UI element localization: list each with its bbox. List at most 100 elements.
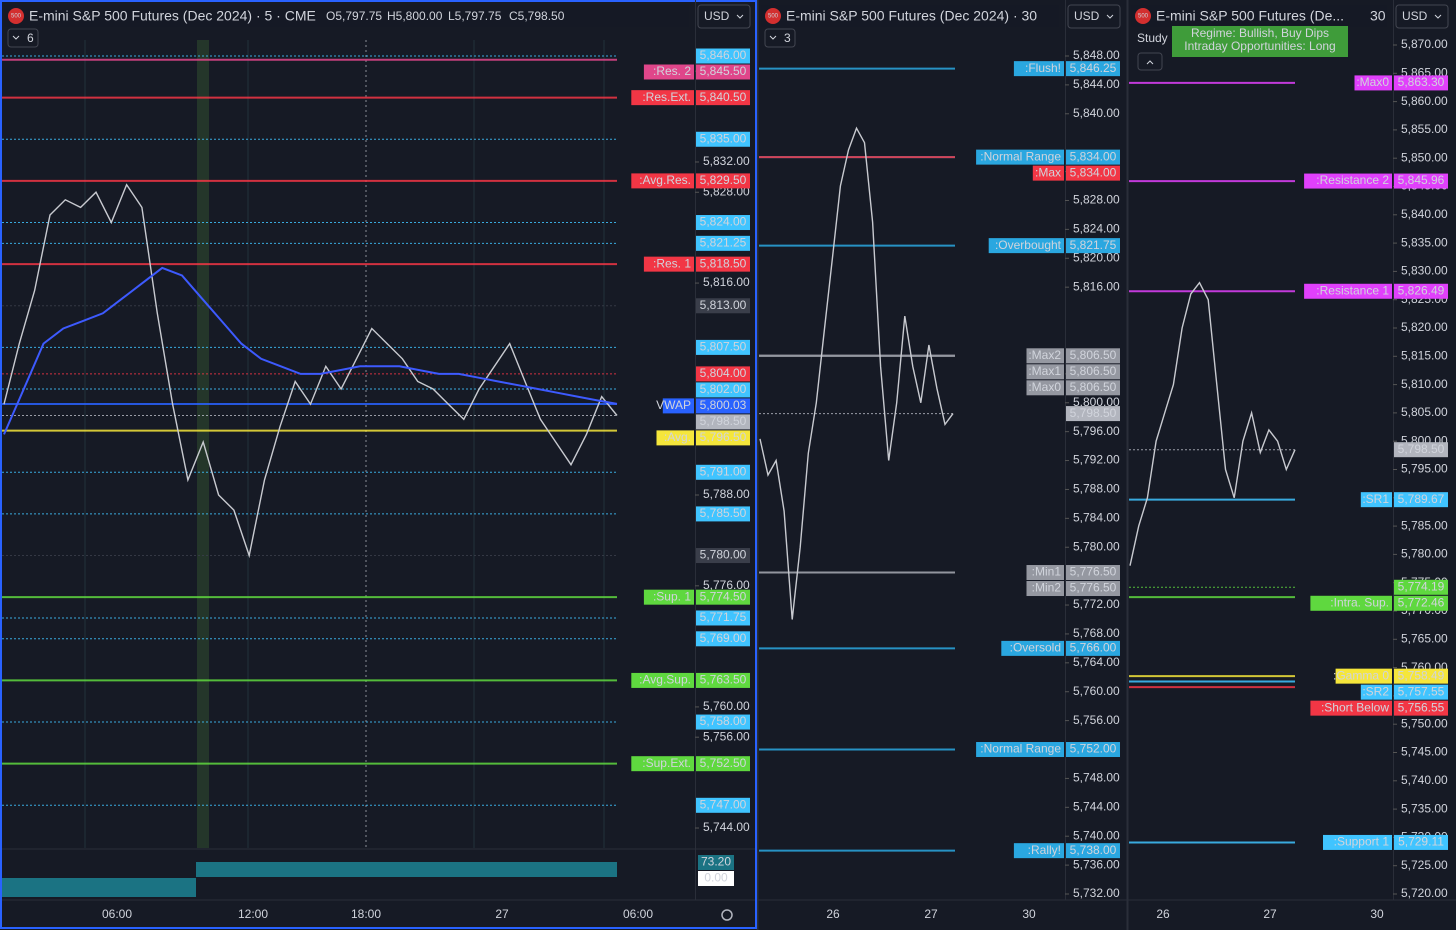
- level-name-box: [1304, 173, 1392, 189]
- y-tick-label: 5,756.00: [1073, 713, 1120, 727]
- level-price-label: 5,804.00: [700, 366, 747, 380]
- level-price-box: [1394, 668, 1448, 684]
- level-name-box: [976, 742, 1064, 758]
- level-price-label: 5,791.00: [700, 464, 747, 478]
- level-price-label: 5,806.50: [1070, 348, 1117, 362]
- level-price-box: [1394, 75, 1448, 91]
- level-price-label: 5,774.19: [1398, 579, 1445, 593]
- level-price-box: [1394, 595, 1448, 611]
- level-price-label: 5,752.50: [700, 756, 747, 770]
- level-price-box: [1394, 442, 1448, 458]
- level-price-label: 5,800.03: [700, 398, 747, 412]
- oscillator-area: [0, 878, 196, 897]
- level-price-label: 5,813.00: [700, 298, 747, 312]
- level-price-label: 5,766.00: [1070, 641, 1117, 655]
- level-name-box: [1013, 61, 1064, 77]
- oscillator-value: 0.00: [704, 871, 728, 885]
- currency-label: USD: [704, 9, 730, 23]
- settings-icon[interactable]: [721, 909, 733, 921]
- currency-select[interactable]: [697, 4, 751, 29]
- level-price-label: 5,776.50: [1070, 581, 1117, 595]
- chart-interval: 30: [1370, 8, 1386, 24]
- ohlc-value: L5,797.75: [448, 9, 502, 23]
- level-price-box: [1394, 173, 1448, 189]
- currency-select[interactable]: [1067, 4, 1121, 29]
- level-price-box: [696, 589, 750, 605]
- symbol-badge: [1135, 8, 1151, 24]
- indicator-count: 3: [784, 31, 791, 45]
- y-tick-label: 5,720.00: [1401, 886, 1448, 900]
- active-panel-border: [0, 0, 757, 929]
- level-name-box: [1310, 700, 1392, 716]
- currency-label: USD: [1402, 9, 1428, 23]
- chevron: [1106, 14, 1114, 19]
- y-tick-label: 5,830.00: [1401, 264, 1448, 278]
- x-tick-label: 27: [495, 907, 509, 921]
- level-price-box: [1066, 61, 1120, 77]
- y-tick-label: 5,810.00: [1401, 377, 1448, 391]
- level-price-label: 5,834.00: [1070, 149, 1117, 163]
- currency-select[interactable]: [1395, 4, 1449, 29]
- symbol-badge: [765, 8, 781, 24]
- level-price-box: [1066, 348, 1120, 364]
- level-name-box: [1013, 843, 1064, 859]
- x-tick-label: 26: [826, 907, 840, 921]
- level-price-box: [1066, 565, 1120, 581]
- level-name-box: [631, 173, 694, 189]
- level-price-label: 5,758.00: [700, 714, 747, 728]
- level-price-label: 5,824.00: [700, 215, 747, 229]
- y-tick-label: 5,788.00: [1073, 482, 1120, 496]
- level-name-box: [643, 64, 694, 80]
- price-axis: [1393, 0, 1394, 900]
- ohlc-value: H5,800.00: [387, 9, 443, 23]
- regime-text: Intraday Opportunities: Long: [1184, 39, 1335, 53]
- regime-text: Regime: Bullish, Buy Dips: [1191, 26, 1329, 40]
- x-tick-label: 27: [1263, 907, 1277, 921]
- level-name-box: [1026, 348, 1064, 364]
- chevron-up: [1146, 60, 1154, 65]
- level-name-box: [1310, 595, 1392, 611]
- y-tick-label: 5,820.00: [1073, 250, 1120, 264]
- y-tick-label: 5,744.00: [703, 820, 750, 834]
- price-line: [1129, 281, 1296, 566]
- level-name: :Min1: [1032, 565, 1062, 579]
- price-axis: [695, 0, 696, 900]
- x-tick-label: 30: [1022, 907, 1036, 921]
- indicator-toggle[interactable]: [7, 28, 39, 48]
- level-price-label: 5,780.00: [700, 548, 747, 562]
- symbol-badge-text: 500: [768, 14, 779, 20]
- price-line: [759, 126, 954, 620]
- level-price-box: [696, 672, 750, 688]
- level-price-box: [696, 756, 750, 772]
- y-tick-label: 5,800.00: [1073, 395, 1120, 409]
- y-tick-label: 5,760.00: [1073, 684, 1120, 698]
- level-name-box: [631, 672, 694, 688]
- level-price-label: 5,834.00: [1070, 165, 1117, 179]
- level-price-box: [696, 610, 750, 626]
- level-price-box: [1394, 834, 1448, 850]
- level-name-box: [1360, 684, 1392, 700]
- y-tick-label: 5,840.00: [1073, 106, 1120, 120]
- level-price-label: 5,752.00: [1070, 742, 1117, 756]
- level-price-label: 5,776.50: [1070, 565, 1117, 579]
- study-label: Study: [1137, 31, 1168, 45]
- level-price-box: [696, 464, 750, 480]
- level-name-box: [643, 256, 694, 272]
- y-tick-label: 5,855.00: [1401, 122, 1448, 136]
- level-price-label: 5,798.50: [1398, 442, 1445, 456]
- oscillator-value-box: [698, 855, 734, 870]
- header-bg: [4, 5, 689, 27]
- level-name-box: [1026, 565, 1064, 581]
- indicator-toggle[interactable]: [764, 28, 796, 48]
- level-price-box: [696, 339, 750, 355]
- level-name: :Max1: [1028, 364, 1061, 378]
- level-price-label: 5,821.75: [1070, 238, 1117, 252]
- level-name: :Res.Ext.: [642, 90, 691, 104]
- header-bg: [761, 5, 1059, 27]
- level-name: :Resistance 1: [1316, 283, 1389, 297]
- level-name-box: [1026, 581, 1064, 597]
- level-price-box: [1066, 165, 1120, 181]
- level-price-label: 5,757.55: [1398, 684, 1445, 698]
